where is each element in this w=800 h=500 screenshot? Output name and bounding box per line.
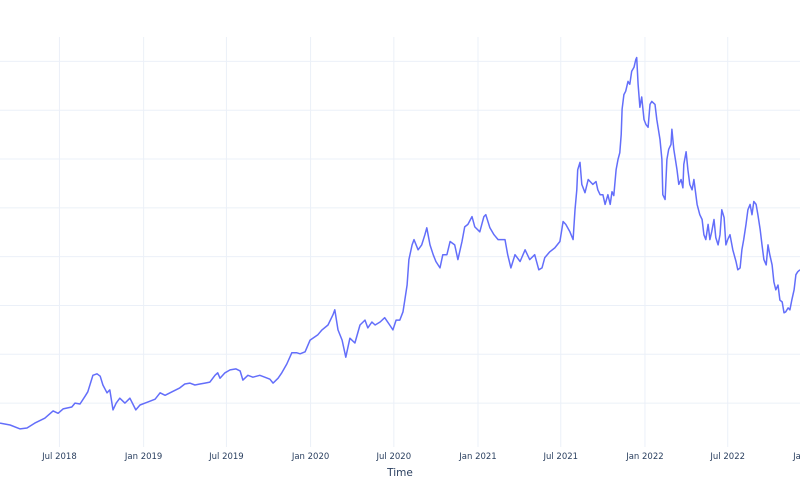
x-tick-label: Jan 2019 bbox=[124, 452, 162, 462]
x-axis-title: Time bbox=[386, 467, 413, 479]
x-tick-label: Jan 2022 bbox=[625, 452, 663, 462]
series-lines bbox=[0, 56, 800, 430]
x-tick-label: Jul 2022 bbox=[709, 452, 745, 462]
gridlines bbox=[0, 37, 800, 447]
x-tick-label: Jul 2019 bbox=[208, 452, 244, 462]
x-tick-label: Jan 2023 bbox=[792, 452, 800, 462]
x-tick-label: Jul 2021 bbox=[542, 452, 578, 462]
x-tick-label: Jul 2018 bbox=[41, 452, 77, 462]
x-axis-tick-labels: Jul 2018 Jan 2019 Jul 2019 Jan 2020 Jul 2020… bbox=[41, 452, 800, 462]
x-tick-label: Jan 2021 bbox=[458, 452, 496, 462]
series-line bbox=[0, 56, 800, 430]
x-tick-label: Jan 2020 bbox=[291, 452, 329, 462]
x-tick-label: Jul 2020 bbox=[376, 452, 412, 462]
